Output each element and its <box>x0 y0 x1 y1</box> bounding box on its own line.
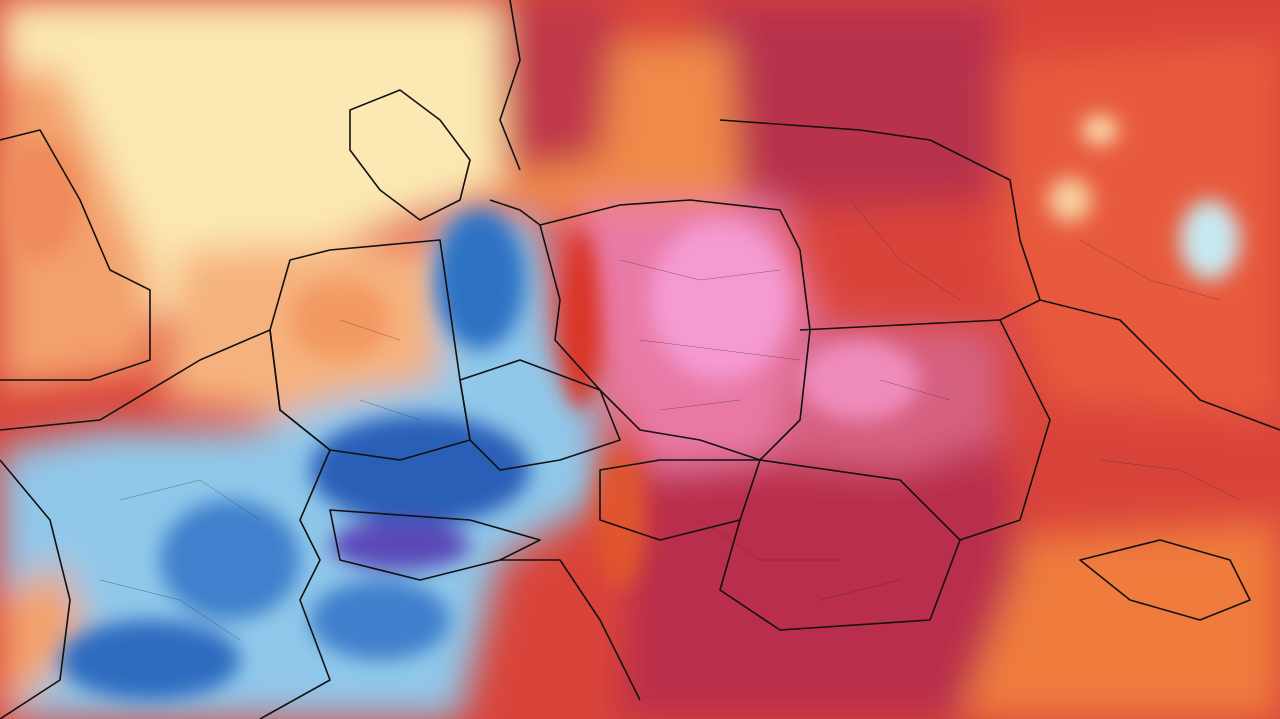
border <box>799 319 1051 541</box>
cold-zone <box>0 220 600 719</box>
border <box>500 559 641 701</box>
border <box>0 329 331 719</box>
detail-field <box>0 115 1240 700</box>
cold-core <box>160 500 300 620</box>
cold-core <box>60 620 240 700</box>
region-borders <box>99 199 1241 641</box>
cool-spot <box>1180 200 1240 280</box>
atlantic-zone <box>0 560 90 719</box>
sweden-zone <box>500 0 620 170</box>
coastline <box>489 199 541 226</box>
warm-core <box>800 340 920 420</box>
cold-core <box>310 415 530 525</box>
border <box>719 459 961 631</box>
border <box>1039 299 1280 431</box>
region-lines <box>99 199 1241 641</box>
baltic-states-zone <box>700 0 1000 210</box>
coastline <box>499 0 521 171</box>
cool-spot <box>1082 115 1118 145</box>
cold-core <box>435 210 525 350</box>
coastline <box>0 129 151 381</box>
coastline <box>0 459 71 719</box>
balkans-zone <box>620 420 1020 719</box>
cool-spot <box>1048 178 1092 222</box>
cold-core <box>330 520 470 570</box>
coastline <box>1079 539 1251 621</box>
coastline <box>349 89 471 221</box>
warm-core <box>650 220 790 380</box>
cold-core <box>310 580 450 660</box>
east-warm-zone <box>1000 40 1280 420</box>
black-sea-zone <box>940 520 1280 719</box>
front-band <box>560 230 600 410</box>
border <box>459 359 621 471</box>
border <box>539 199 811 461</box>
britain-core <box>0 140 80 260</box>
front-band <box>595 450 645 590</box>
